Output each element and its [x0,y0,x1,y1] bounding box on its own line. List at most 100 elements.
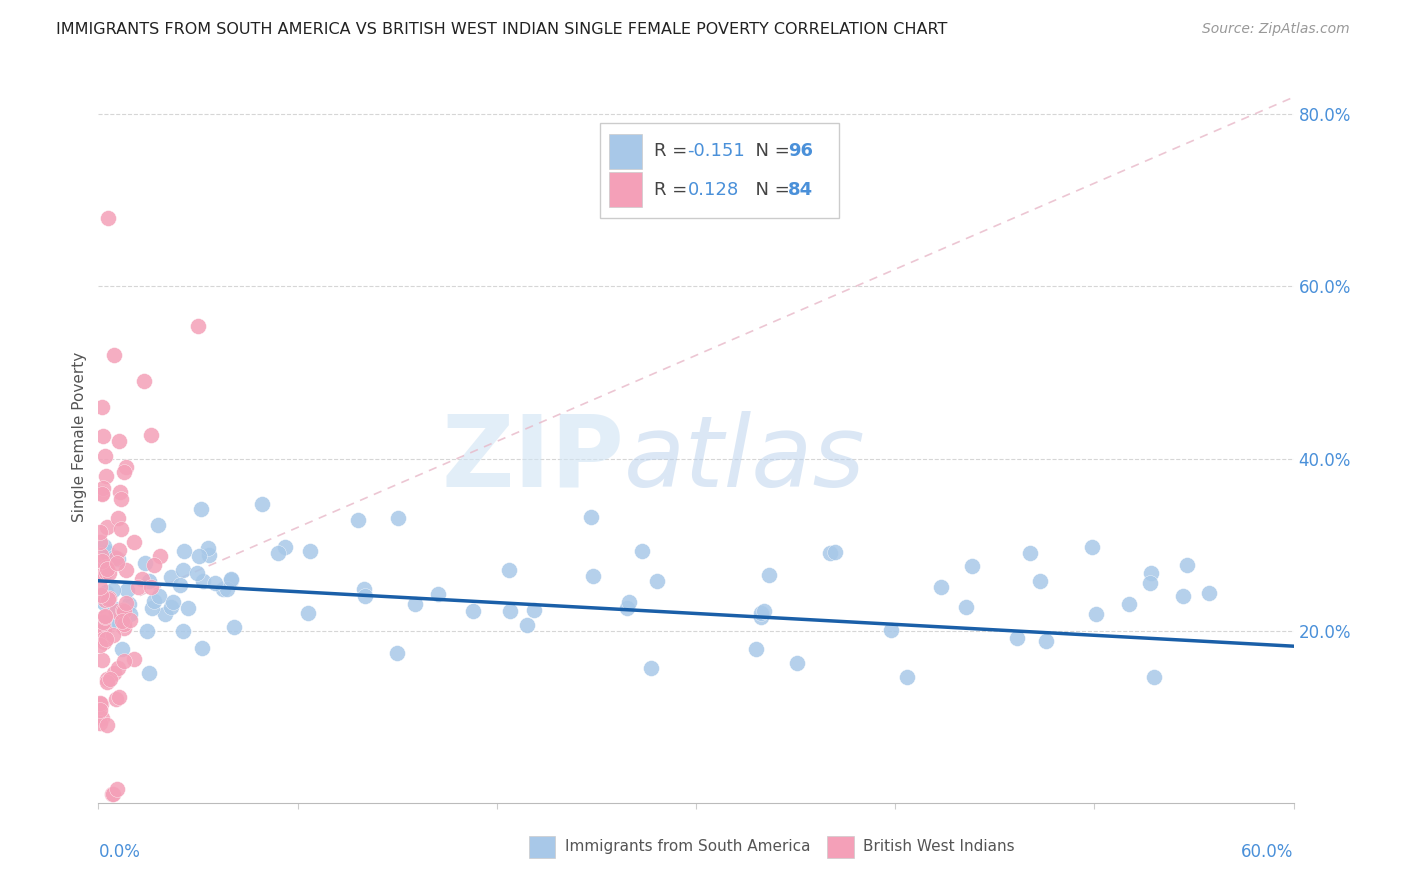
Point [751,609,773,624]
Point [107,542,129,557]
Point [90,568,112,582]
Point [104,604,127,618]
Point [94,565,117,579]
Point [103,550,125,565]
Point [516,617,538,632]
Point [297,606,319,620]
Text: Source: ZipAtlas.com: Source: ZipAtlas.com [1202,22,1350,37]
Point [111,603,134,617]
Point [630,544,652,558]
Text: 0.128: 0.128 [688,181,740,199]
Point [105,556,128,570]
Text: -0.151: -0.151 [688,142,745,160]
Point [89,535,111,549]
Point [94,468,117,483]
Point [139,428,162,442]
Point [111,614,134,628]
Text: 96: 96 [787,142,813,160]
Point [172,563,194,577]
Point [108,434,131,449]
Text: N =: N = [744,142,796,160]
Text: 60.0%: 60.0% [1241,843,1294,861]
Point [582,568,605,582]
Point [155,607,177,621]
Point [94,609,117,624]
Point [824,545,846,559]
Point [104,551,127,566]
Point [962,559,984,574]
Point [107,551,129,566]
Point [111,641,134,656]
Point [955,600,977,615]
Point [96,673,118,687]
Point [96,520,118,534]
Point [93,623,115,637]
Point [111,609,134,624]
Point [298,544,321,558]
Point [94,560,117,574]
Point [107,690,129,705]
Point [385,646,409,660]
Point [101,628,124,642]
Point [353,589,375,603]
Point [112,465,135,479]
Point [100,787,122,801]
Point [94,632,117,646]
Point [90,697,112,711]
Point [197,549,219,563]
Text: Immigrants from South America: Immigrants from South America [565,839,810,855]
Point [110,484,132,499]
Bar [609,172,643,208]
Point [89,564,111,578]
Text: ZIP: ZIP [441,410,624,508]
Point [103,665,125,680]
Point [89,524,111,539]
Point [101,582,124,597]
Point [617,595,640,609]
Point [142,594,165,608]
Point [499,604,522,618]
Point [1198,586,1220,600]
Point [1139,566,1161,581]
Y-axis label: Single Female Poverty: Single Female Poverty [72,352,87,522]
Point [896,670,918,684]
Point [91,400,114,414]
Point [90,554,112,568]
Bar [827,836,853,858]
Point [115,596,138,610]
Point [215,582,238,596]
Point [191,574,214,588]
Point [141,601,163,615]
Point [105,613,128,627]
Point [159,599,181,614]
Point [90,486,112,500]
Point [404,597,426,611]
Point [219,572,242,586]
Point [173,544,195,558]
Text: IMMIGRANTS FROM SOUTH AMERICA VS BRITISH WEST INDIAN SINGLE FEMALE POVERTY CORRE: IMMIGRANTS FROM SOUTH AMERICA VS BRITISH… [56,22,948,37]
Point [93,596,115,610]
Point [1084,607,1107,622]
Point [197,541,219,555]
Point [131,573,153,587]
Point [91,653,114,667]
Point [346,513,368,527]
Point [96,544,118,558]
Point [93,634,115,648]
Bar [600,122,839,218]
Point [1171,589,1194,603]
Point [1081,540,1104,554]
Point [91,615,114,630]
Point [427,587,450,601]
Text: 84: 84 [787,181,813,199]
Point [93,609,115,624]
Point [463,604,485,618]
Point [112,654,135,668]
Point [187,318,209,333]
Point [103,614,125,628]
Point [91,632,114,646]
Point [127,580,149,594]
Point [120,613,142,627]
Point [112,616,135,631]
Point [353,582,375,596]
